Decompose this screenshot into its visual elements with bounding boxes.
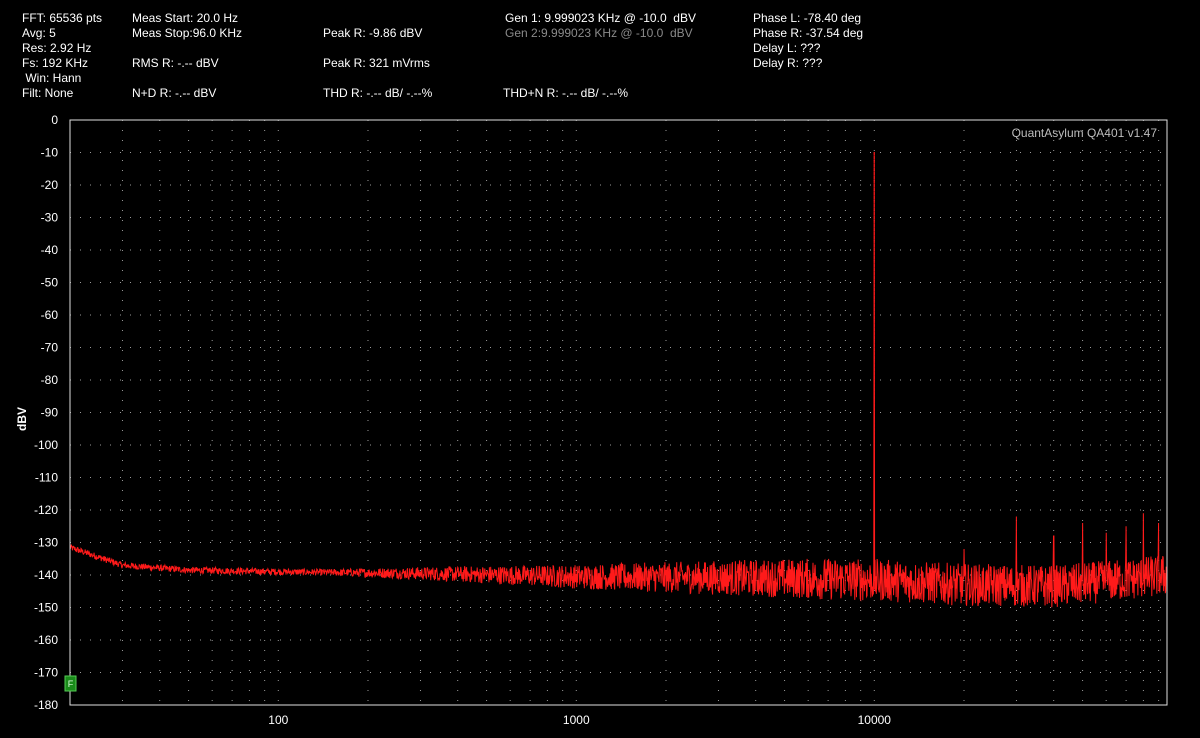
- peak-r-db: Peak R: -9.86 dBV: [323, 26, 423, 40]
- y-tick-label: -90: [41, 406, 59, 420]
- meas-start: Meas Start: 20.0 Hz: [132, 11, 239, 25]
- y-tick-label: -170: [34, 666, 58, 680]
- y-tick-label: -70: [41, 341, 59, 355]
- y-tick-label: -180: [34, 698, 58, 712]
- peak-r-rms: Peak R: 321 mVrms: [323, 56, 430, 70]
- gen2: Gen 2:9.999023 KHz @ -10.0 dBV: [505, 26, 693, 40]
- y-tick-label: -150: [34, 601, 58, 615]
- fft-size: FFT: 65536 pts: [22, 11, 103, 25]
- plot-frame: [69, 119, 1168, 706]
- y-tick-label: -20: [41, 178, 59, 192]
- x-tick-label: 100: [268, 713, 288, 727]
- y-tick-label: -10: [41, 146, 59, 160]
- watermark: QuantAsylum QA401 v1.47: [1012, 126, 1158, 140]
- y-tick-label: -140: [34, 568, 58, 582]
- y-tick-label: -80: [41, 373, 59, 387]
- x-tick-label: 1000: [563, 713, 590, 727]
- y-tick-label: -100: [34, 438, 58, 452]
- thdn-r: THD+N R: -.-- dB/ -.--%: [503, 86, 628, 100]
- delay-r: Delay R: ???: [753, 56, 823, 70]
- y-tick-label: 0: [51, 113, 58, 127]
- y-tick-label: -50: [41, 276, 59, 290]
- spectrum-trace: [69, 152, 1168, 608]
- avg-count: Avg: 5: [22, 26, 56, 40]
- sample-rate: Fs: 192 KHz: [22, 56, 89, 70]
- resolution: Res: 2.92 Hz: [22, 41, 92, 55]
- filter: Filt: None: [22, 86, 74, 100]
- meas-stop: Meas Stop:96.0 KHz: [132, 26, 243, 40]
- phase-r: Phase R: -37.54 deg: [753, 26, 864, 40]
- y-tick-labels: 0 -10 -20 -30 -40 -50 -60 -70 -80 -90 -100 -110 -120…: [34, 113, 58, 712]
- y-tick-label: -120: [34, 503, 58, 517]
- y-tick-label: -40: [41, 243, 59, 257]
- rms-r: RMS R: -.-- dBV: [132, 56, 219, 70]
- nd-r: N+D R: -.-- dBV: [132, 86, 217, 100]
- x-tick-labels: 100 1000 10000: [268, 713, 891, 727]
- phase-l: Phase L: -78.40 deg: [753, 11, 862, 25]
- marker-flag[interactable]: [64, 675, 77, 692]
- y-tick-label: -130: [34, 536, 58, 550]
- window-type: Win: Hann: [22, 71, 82, 85]
- marker-flag-label: F: [68, 679, 74, 689]
- y-tick-label: -110: [35, 471, 58, 485]
- y-tick-label: -60: [41, 308, 59, 322]
- y-tick-label: -30: [41, 211, 59, 225]
- delay-l: Delay L: ???: [753, 41, 821, 55]
- y-axis-label: dBV: [15, 407, 29, 431]
- y-tick-label: -160: [34, 633, 58, 647]
- gen1: Gen 1: 9.999023 KHz @ -10.0 dBV: [505, 11, 696, 25]
- grid: [70, 120, 1167, 705]
- thd-r: THD R: -.-- dB/ -.--%: [323, 86, 433, 100]
- x-tick-label: 10000: [858, 713, 892, 727]
